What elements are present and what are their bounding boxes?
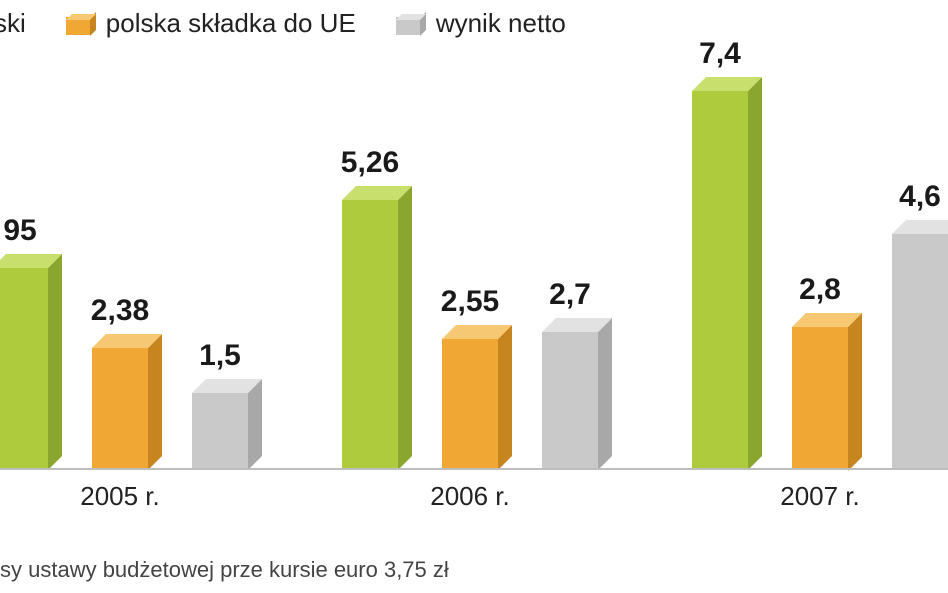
- bar: [792, 327, 848, 471]
- x-axis-label: 2007 r.: [780, 481, 860, 512]
- legend-label-wynik: wynik netto: [436, 8, 566, 39]
- value-label: 4,6: [850, 180, 948, 214]
- value-label: 2,8: [750, 273, 890, 307]
- footnote: sy ustawy budżetowej prze kursie euro 3,…: [0, 557, 449, 583]
- value-label: 5,26: [300, 146, 440, 180]
- plot-area: 952,381,55,262,552,77,42,84,6: [0, 60, 948, 470]
- value-label: 2,38: [50, 294, 190, 328]
- bar: [892, 234, 948, 470]
- x-axis-label: 2005 r.: [80, 481, 160, 512]
- bar: [442, 339, 498, 470]
- x-axis-label: 2006 r.: [430, 481, 510, 512]
- legend-swatch-skladka: [66, 13, 96, 35]
- legend-item-transfery: ski: [0, 8, 26, 39]
- bar: [542, 332, 598, 470]
- baseline: [0, 468, 948, 470]
- bar: [192, 393, 248, 470]
- value-label: 95: [0, 214, 90, 248]
- legend-label-transfery: ski: [0, 8, 26, 39]
- bar: [692, 91, 748, 470]
- bar: [0, 268, 48, 470]
- value-label: 1,5: [150, 339, 290, 373]
- legend-item-skladka: polska składka do UE: [66, 8, 356, 39]
- bar: [342, 200, 398, 470]
- bar: [92, 348, 148, 470]
- bar-chart: 952,381,55,262,552,77,42,84,6 2005 r.200…: [0, 60, 948, 530]
- value-label: 7,4: [650, 37, 790, 71]
- legend-swatch-wynik: [396, 13, 426, 35]
- value-label: 2,7: [500, 278, 640, 312]
- legend-label-skladka: polska składka do UE: [106, 8, 356, 39]
- legend-item-wynik: wynik netto: [396, 8, 566, 39]
- chart-legend: ski polska składka do UE wynik netto: [0, 8, 948, 39]
